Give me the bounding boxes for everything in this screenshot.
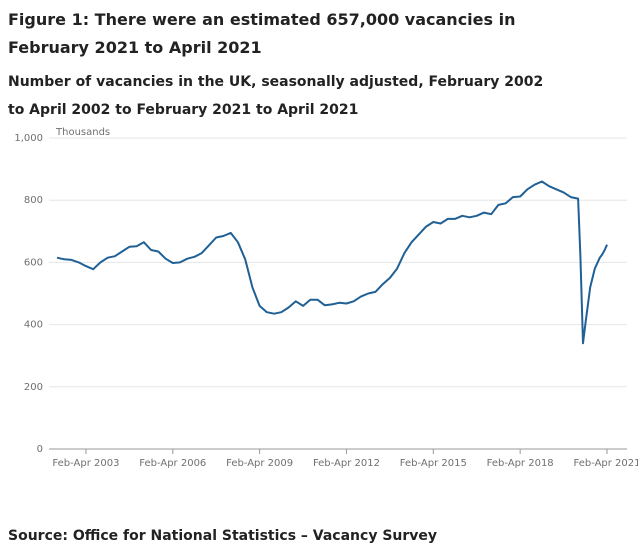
x-tick-label: Feb-Apr 2003 [52,458,119,469]
y-tick-label: 0 [37,444,43,455]
y-tick-label: 1,000 [14,133,43,144]
y-unit-label: Thousands [55,127,110,138]
y-tick-label: 800 [24,195,43,206]
x-tick-label: Feb-Apr 2021 [573,458,638,469]
source-note: Source: Office for National Statistics –… [8,528,438,544]
y-tick-label: 200 [24,382,43,393]
y-tick-label: 600 [24,257,43,268]
x-tick-label: Feb-Apr 2006 [139,458,206,469]
x-tick-label: Feb-Apr 2015 [400,458,467,469]
x-tick-label: Feb-Apr 2018 [487,458,554,469]
y-tick-label: 400 [24,320,43,331]
x-tick-label: Feb-Apr 2012 [313,458,380,469]
x-tick-label: Feb-Apr 2009 [226,458,293,469]
chart-title: Figure 1: There were an estimated 657,00… [8,10,516,57]
data-line [56,180,608,345]
chart-subtitle: Number of vacancies in the UK, seasonall… [8,74,544,118]
